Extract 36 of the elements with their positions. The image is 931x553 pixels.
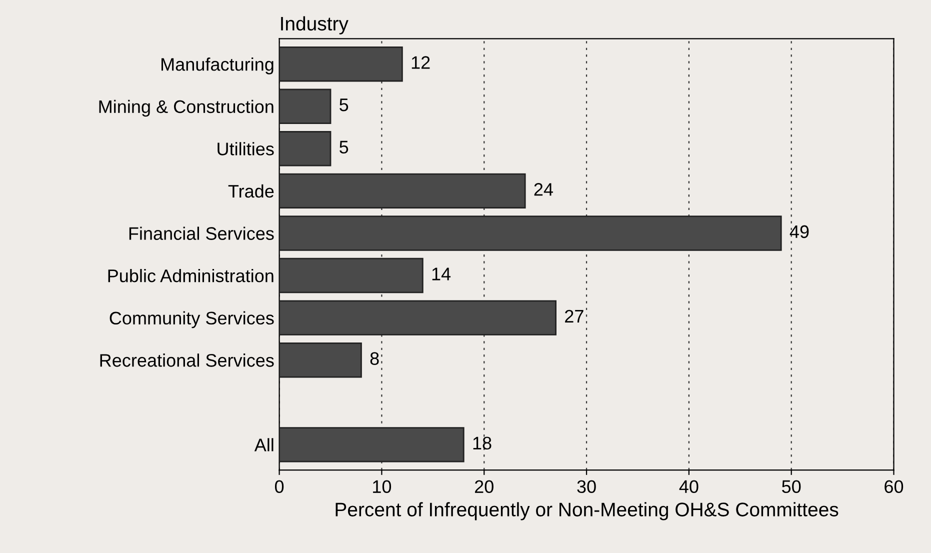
data-label: 14: [432, 268, 451, 280]
chart-title: Industry: [281, 16, 348, 34]
data-label: 5: [340, 140, 348, 154]
y-tick-label: All: [254, 438, 274, 452]
data-label: 27: [565, 310, 584, 322]
x-tick-label: 40: [679, 480, 698, 494]
y-tick-label: Public Administration: [108, 268, 274, 282]
bar: [279, 46, 403, 82]
y-tick-label: Mining & Construction: [99, 100, 274, 117]
bar: [279, 427, 464, 462]
x-tick-label: 20: [474, 480, 494, 494]
data-label: 24: [534, 183, 553, 196]
bar: [279, 216, 782, 251]
bar: [279, 300, 556, 336]
y-tick-label: Financial Services: [129, 226, 274, 240]
data-label: 18: [473, 436, 492, 450]
x-tick-label: 30: [577, 480, 596, 494]
data-label: 8: [370, 352, 379, 365]
bar: [279, 342, 362, 378]
x-tick-label: 60: [884, 480, 904, 494]
x-tick-label: 50: [782, 480, 801, 494]
data-label: 5: [340, 98, 348, 112]
data-label: 12: [412, 56, 430, 69]
bar: [279, 131, 332, 166]
y-tick-label: Trade: [228, 184, 274, 198]
y-tick-label: Community Services: [110, 311, 274, 328]
y-tick-label: Utilities: [218, 142, 274, 156]
bar: [279, 173, 526, 209]
data-label: 49: [790, 225, 809, 238]
x-axis-title: Percent of Infrequently or Non-Meeting OH&S Committees: [336, 502, 838, 520]
x-tick-label: 10: [373, 480, 392, 494]
bar: [279, 258, 424, 294]
bar: [279, 88, 332, 124]
y-tick-label: Recreational Services: [100, 354, 274, 367]
y-tick-label: Manufacturing: [162, 58, 274, 74]
x-tick-label: 0: [274, 480, 284, 494]
